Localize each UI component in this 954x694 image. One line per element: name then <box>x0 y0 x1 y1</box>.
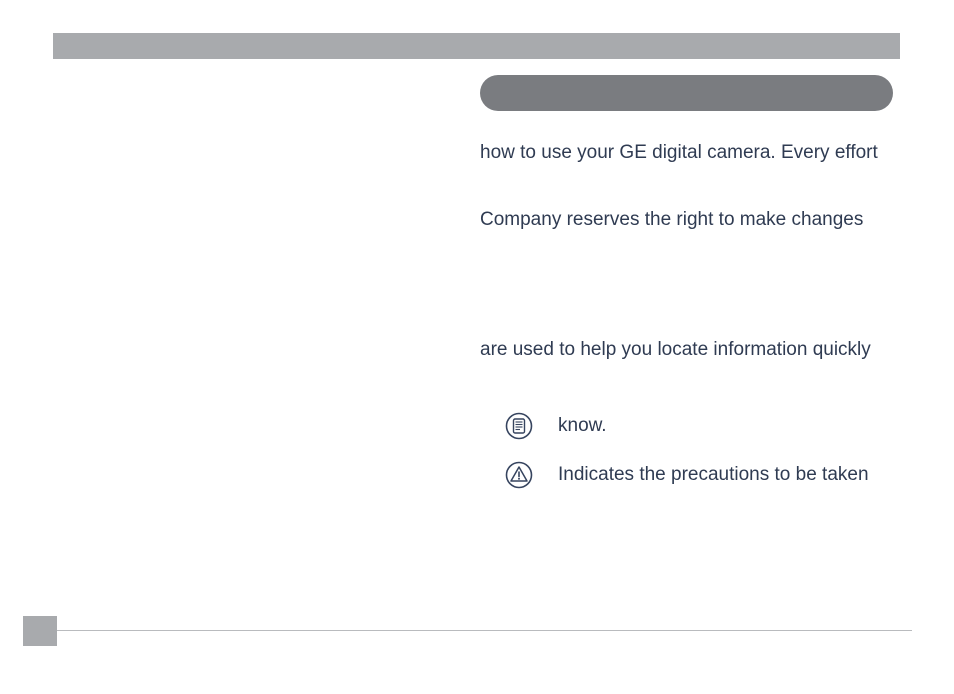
caution-item-text: Indicates the precautions to be taken <box>558 464 869 486</box>
body-line-2: Company reserves the right to make chang… <box>480 208 863 233</box>
header-bar <box>53 33 900 59</box>
page-number-block <box>23 616 57 646</box>
caution-icon <box>504 460 534 490</box>
body-line-3: are used to help you locate information … <box>480 338 871 363</box>
caution-item: Indicates the precautions to be taken <box>504 460 869 490</box>
section-heading-pill <box>480 75 893 111</box>
note-icon <box>504 411 534 441</box>
note-item-text: know. <box>558 415 607 437</box>
footer-rule <box>57 630 912 631</box>
body-line-1: how to use your GE digital camera. Every… <box>480 141 878 166</box>
note-item: know. <box>504 411 607 441</box>
